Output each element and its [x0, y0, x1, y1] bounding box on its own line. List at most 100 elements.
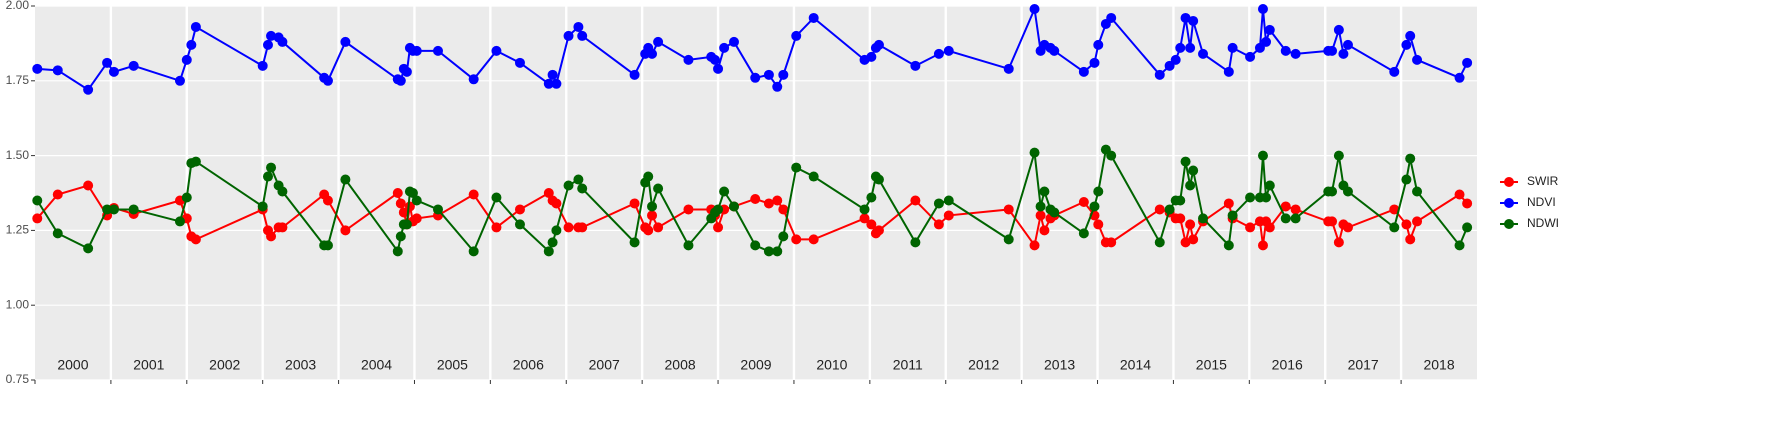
point	[728, 201, 739, 212]
y-tick-label: 0.75	[6, 372, 30, 386]
point	[1175, 213, 1186, 224]
point	[1223, 198, 1234, 209]
point	[491, 192, 502, 203]
point	[1280, 201, 1291, 212]
point	[514, 57, 525, 68]
point	[322, 75, 333, 86]
point	[1089, 57, 1100, 68]
point	[1154, 237, 1165, 248]
point	[1223, 240, 1234, 251]
point	[190, 234, 201, 245]
point	[52, 228, 63, 239]
point	[710, 54, 721, 65]
point	[1327, 216, 1338, 227]
point	[808, 171, 819, 182]
point	[108, 204, 119, 215]
point	[1227, 42, 1238, 53]
y-tick-label: 1.00	[6, 297, 30, 311]
point	[643, 225, 654, 236]
point	[1401, 174, 1412, 185]
point	[1188, 15, 1199, 26]
point	[551, 78, 562, 89]
point	[577, 222, 588, 233]
point	[910, 60, 921, 71]
point	[1327, 186, 1338, 197]
point	[407, 188, 418, 198]
point	[629, 237, 640, 248]
point	[181, 192, 192, 203]
point	[1198, 213, 1209, 224]
point	[933, 198, 944, 209]
point	[1223, 66, 1234, 77]
point	[873, 225, 884, 236]
point	[683, 204, 694, 215]
legend-key	[1504, 219, 1514, 229]
y-tick-label: 1.75	[6, 73, 30, 87]
point	[411, 195, 422, 206]
point	[791, 30, 802, 41]
year-label: 2000	[57, 357, 88, 373]
point	[866, 192, 877, 203]
point	[943, 45, 954, 56]
point	[1003, 234, 1014, 245]
point	[1462, 198, 1473, 209]
point	[1245, 222, 1256, 233]
year-label: 2004	[361, 357, 392, 373]
point	[1454, 72, 1465, 83]
point	[1029, 240, 1040, 251]
point	[32, 195, 43, 206]
point	[277, 36, 288, 47]
point	[1405, 30, 1416, 41]
point	[190, 21, 201, 32]
point	[551, 225, 562, 236]
point	[1154, 69, 1165, 80]
point	[713, 63, 724, 74]
point	[791, 234, 802, 245]
point	[1333, 150, 1344, 161]
point	[1089, 201, 1100, 212]
point	[1175, 195, 1186, 206]
point	[573, 21, 584, 32]
point	[1029, 147, 1040, 158]
point	[1185, 42, 1196, 53]
point	[32, 213, 43, 224]
year-label: 2013	[1044, 357, 1075, 373]
point	[108, 66, 119, 77]
point	[1389, 222, 1400, 233]
point	[392, 188, 403, 198]
year-label: 2009	[740, 357, 771, 373]
point	[1078, 66, 1089, 77]
point	[873, 39, 884, 50]
point	[1170, 54, 1181, 65]
point	[1454, 189, 1465, 200]
point	[1389, 66, 1400, 77]
point	[181, 54, 192, 65]
point	[1290, 213, 1301, 224]
point	[1245, 51, 1256, 62]
year-label: 2014	[1120, 357, 1151, 373]
point	[1342, 39, 1353, 50]
point	[1035, 210, 1046, 221]
point	[1401, 219, 1412, 230]
point	[1412, 186, 1423, 197]
point	[653, 183, 664, 194]
point	[262, 39, 273, 50]
point	[411, 213, 422, 224]
point	[1401, 39, 1412, 50]
point	[577, 30, 588, 41]
year-label: 2005	[437, 357, 468, 373]
point	[514, 219, 525, 230]
point	[1338, 48, 1349, 59]
point	[1280, 45, 1291, 56]
point	[322, 240, 333, 251]
point	[1049, 207, 1060, 218]
point	[83, 180, 94, 191]
point	[266, 162, 277, 173]
legend-label: NDVI	[1527, 195, 1556, 209]
point	[713, 222, 724, 233]
point	[433, 204, 444, 215]
point	[1227, 210, 1238, 221]
point	[1180, 237, 1191, 248]
point	[1342, 186, 1353, 197]
point	[433, 45, 444, 56]
